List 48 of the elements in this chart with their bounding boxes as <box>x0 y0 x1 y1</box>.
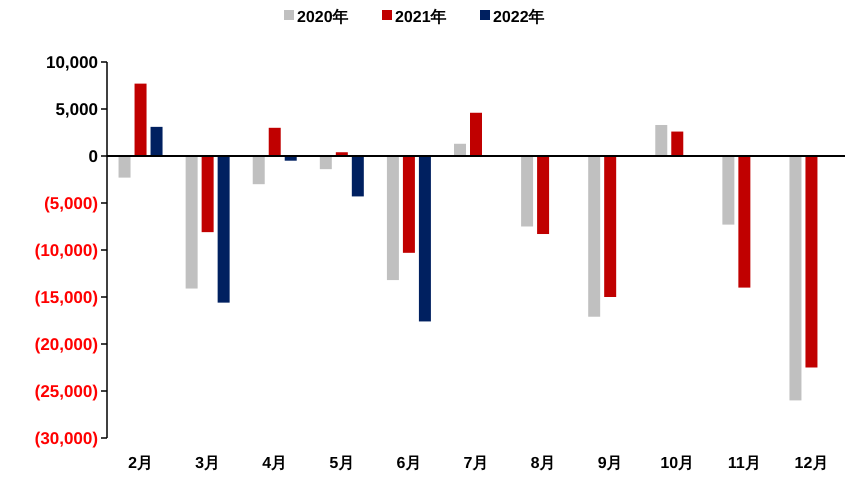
x-tick-label: 3月 <box>195 455 220 472</box>
x-tick-label: 9月 <box>598 455 623 472</box>
bar <box>352 156 364 196</box>
bar <box>604 156 616 297</box>
y-tick-label: (10,000) <box>34 241 98 260</box>
bar <box>470 112 482 156</box>
bar <box>320 156 332 170</box>
bar <box>202 156 214 232</box>
x-tick-label: 4月 <box>262 455 288 472</box>
bar <box>588 156 600 317</box>
bar <box>134 84 147 156</box>
x-tick-label: 5月 <box>329 455 354 472</box>
y-tick-label: (5,000) <box>44 194 98 213</box>
x-tick-label: 6月 <box>396 455 422 472</box>
legend-label: 2022年 <box>493 8 545 26</box>
bar <box>722 156 734 225</box>
x-tick-label: 8月 <box>530 455 556 472</box>
bar <box>537 156 550 234</box>
bar <box>789 156 802 400</box>
y-tick-label: (25,000) <box>34 382 98 401</box>
bar <box>402 156 415 253</box>
y-tick-label: 5,000 <box>55 100 98 119</box>
y-tick-label: (15,000) <box>34 288 98 307</box>
y-tick-label: 10,000 <box>46 53 98 72</box>
bar <box>218 156 230 303</box>
bar <box>805 156 818 368</box>
legend-label: 2021年 <box>395 8 447 26</box>
bar <box>252 156 265 184</box>
x-tick-label: 11月 <box>728 455 761 472</box>
bar <box>454 144 466 156</box>
bar <box>186 156 198 289</box>
bar <box>150 126 163 156</box>
bar <box>738 156 750 288</box>
x-tick-label: 12月 <box>794 455 828 472</box>
x-tick-label: 2月 <box>128 455 153 472</box>
bar <box>118 156 131 178</box>
bar <box>386 156 399 280</box>
bar <box>655 124 668 156</box>
y-tick-label: 0 <box>88 147 98 166</box>
bar <box>418 156 431 322</box>
bar <box>521 156 534 226</box>
legend-label: 2020年 <box>297 8 349 26</box>
y-tick-label: (20,000) <box>34 335 98 354</box>
bar <box>671 132 684 156</box>
y-tick-label: (30,000) <box>34 429 98 448</box>
x-tick-label: 7月 <box>464 455 488 472</box>
bar <box>268 128 281 156</box>
x-tick-label: 10月 <box>660 455 694 472</box>
